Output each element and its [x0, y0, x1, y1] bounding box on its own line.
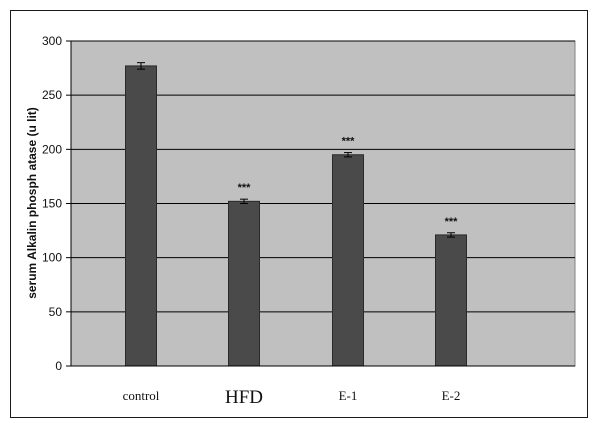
y-tick-label: 150: [42, 197, 62, 211]
y-tick-label: 0: [55, 359, 62, 373]
x-category-label: E-1: [339, 388, 358, 403]
axes: [66, 40, 575, 367]
y-tick-labels: 0 50 100 150 200 250 300: [42, 34, 62, 373]
significance-labels: *** *** ***: [238, 136, 459, 228]
y-tick-label: 200: [42, 142, 62, 156]
y-tick-label: 250: [42, 88, 62, 102]
x-category-label: E-2: [442, 388, 461, 403]
y-tick-label: 300: [42, 34, 62, 48]
bar-hfd: [228, 200, 260, 367]
significance-label: ***: [342, 136, 356, 148]
x-category-label: control: [123, 388, 160, 403]
x-category-label: HFD: [225, 387, 263, 408]
significance-label: ***: [445, 216, 459, 228]
y-tick-label: 50: [49, 305, 63, 319]
x-category-labels: control HFD E-1 E-2: [123, 387, 461, 408]
y-tick-label: 100: [42, 251, 62, 265]
bar-control: [125, 65, 157, 367]
significance-label: ***: [238, 182, 252, 194]
y-axis-label: serum Alkalin phosph atase (u lit): [25, 107, 39, 299]
error-bars: [137, 62, 455, 238]
bar-e-2: [435, 234, 467, 367]
bar-e-1: [332, 154, 364, 367]
